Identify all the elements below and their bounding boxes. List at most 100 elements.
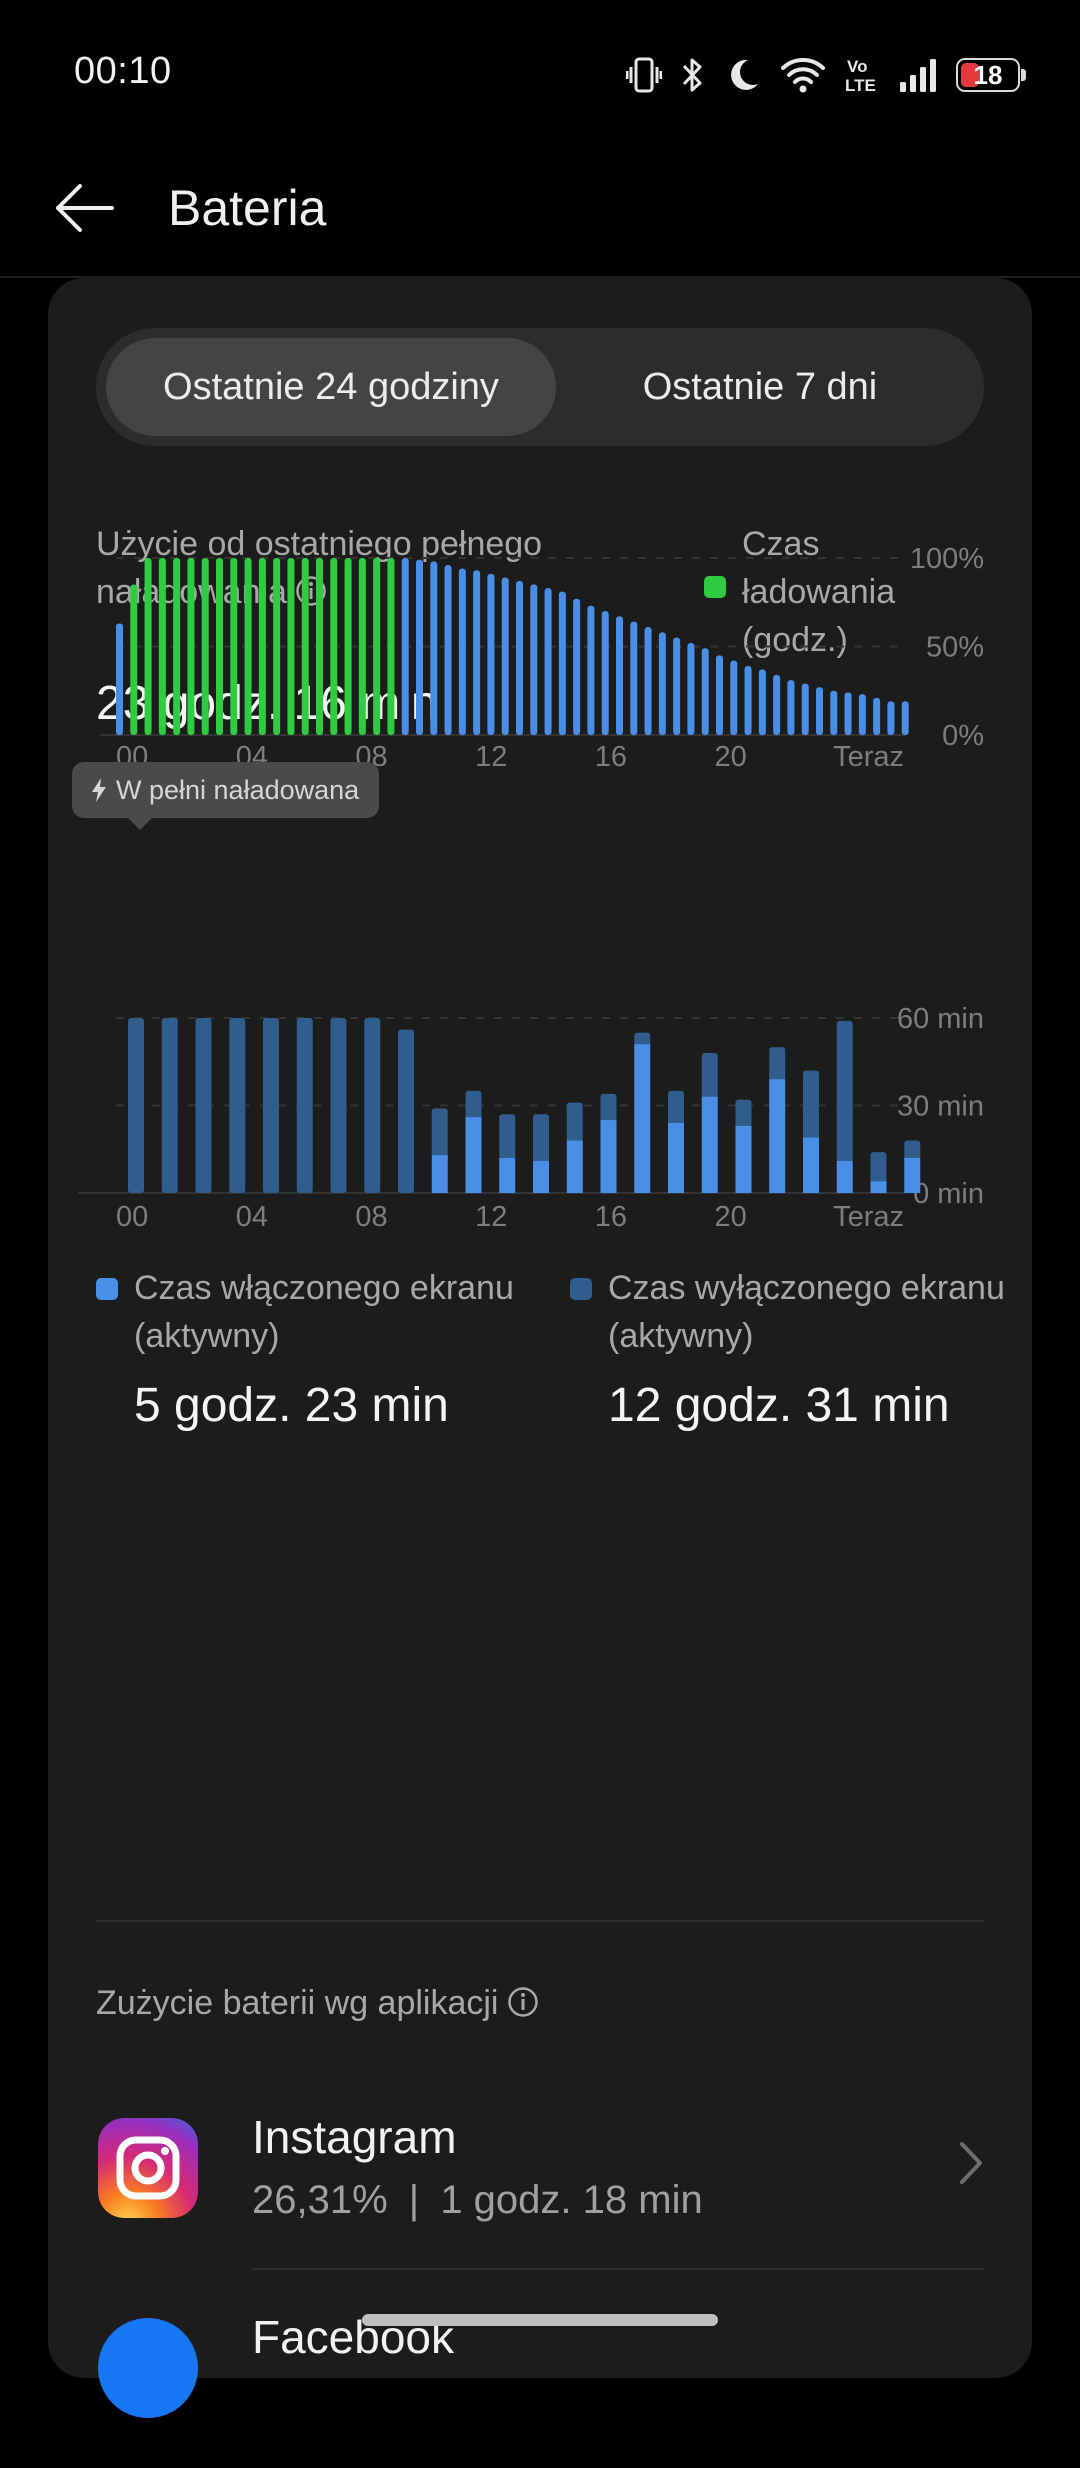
charging-legend-swatch (704, 576, 726, 598)
screen-off-bar (533, 1114, 549, 1163)
info-icon[interactable] (295, 575, 327, 607)
battery-level-bar (616, 616, 623, 735)
battery-icon: 18 (956, 58, 1026, 92)
bluetooth-icon (682, 58, 702, 92)
battery-level-bar (287, 558, 295, 735)
y-tick-label: 60 min (897, 1003, 984, 1035)
battery-level-bar (358, 558, 366, 735)
screen-off-bar (870, 1152, 887, 1184)
screen-on-bar (904, 1158, 921, 1193)
x-tick-label: 04 (236, 1201, 268, 1233)
y-tick-label: 30 min (897, 1091, 984, 1123)
tab-last-24-hours[interactable]: Ostatnie 24 godziny (106, 338, 556, 436)
x-tick-label: 12 (475, 741, 507, 773)
screen-off-bar (566, 1102, 583, 1143)
screen-on-label: Czas włączonego ekranu (aktywny) (134, 1269, 514, 1355)
battery-level-bar (901, 701, 909, 735)
screen-off-bar (195, 1018, 212, 1193)
x-tick-label: Teraz (833, 741, 904, 773)
battery-level-bar (416, 559, 423, 735)
battery-level-bar (701, 648, 709, 735)
screen-off-bar (330, 1018, 347, 1193)
wifi-icon (781, 58, 825, 93)
battery-level-bar (858, 694, 866, 735)
battery-level-bar (444, 565, 452, 735)
charging-legend: Czas ładowania (godz.) (704, 520, 942, 664)
screen-on-bar (431, 1155, 448, 1193)
battery-level-bar (773, 674, 781, 735)
screen-on-bar (499, 1158, 516, 1193)
tooltip-text: W pełni naładowana (116, 774, 360, 805)
period-segmented-control: Ostatnie 24 godziny Ostatnie 7 dni (96, 328, 984, 446)
battery-level-bar (816, 687, 823, 735)
bolt-icon (92, 778, 106, 802)
status-time: 00:10 (74, 50, 172, 92)
home-indicator[interactable] (362, 2314, 718, 2326)
x-tick-label: 00 (116, 1201, 148, 1233)
screen-on-value: 5 godz. 23 min (134, 1379, 449, 1432)
battery-level-bar (316, 558, 323, 735)
battery-level-bar (387, 558, 395, 735)
screen-on-bar (735, 1125, 752, 1193)
battery-level-bar (487, 573, 495, 735)
battery-level-bar (473, 570, 481, 735)
screen-time-chart: 60 min 30 min 0 min 00 04 08 12 16 20 Teraz (78, 1003, 984, 1233)
battery-level-bar (716, 655, 723, 735)
battery-level-bar (730, 660, 738, 735)
app-usage-label: Zużycie baterii wg aplikacji (96, 1984, 539, 2023)
app-name: Instagram (252, 2111, 457, 2163)
svg-text:LTE: LTE (845, 76, 876, 95)
screen-off-bar (668, 1090, 684, 1125)
screen-off-bar (465, 1090, 482, 1120)
x-tick-label: 20 (714, 741, 746, 773)
battery-level-bar (644, 627, 652, 735)
screen-off-bar (701, 1053, 718, 1099)
battery-level-bar (130, 584, 138, 735)
page-title: Bateria (168, 180, 327, 236)
screen-off-bar (263, 1018, 279, 1193)
battery-level-bar (673, 637, 681, 735)
battery-level-bar (601, 611, 609, 735)
battery-level-bar (630, 621, 638, 735)
volte-icon: Vo LTE (845, 57, 876, 95)
screen-on-bar (465, 1117, 482, 1193)
info-icon[interactable] (507, 1986, 539, 2018)
screen-off-bar (600, 1093, 617, 1123)
screen-off-value: 12 godz. 31 min (608, 1379, 950, 1432)
screen-off-bar (735, 1099, 752, 1128)
battery-level-bar (530, 584, 538, 735)
screen-off-bar (296, 1018, 313, 1193)
battery-level-bar (687, 642, 695, 735)
battery-level-bar (844, 692, 852, 735)
battery-level-bar (230, 558, 238, 735)
x-tick-label: 16 (595, 1201, 627, 1233)
section-divider (96, 1920, 984, 1922)
x-tick-label: 12 (475, 1201, 507, 1233)
battery-level-bar (216, 558, 223, 735)
screen-off-bar (398, 1029, 414, 1193)
screen-on-legend: Czas włączonego ekranu (aktywny) (96, 1264, 574, 1360)
row-divider (252, 2268, 984, 2270)
x-tick-label: 08 (355, 1201, 387, 1233)
screen-on-bar (769, 1079, 786, 1193)
battery-level-bar (744, 665, 752, 735)
battery-level-bar (516, 581, 523, 735)
meta-separator: | (408, 2178, 420, 2222)
back-button[interactable] (44, 168, 124, 248)
y-tick-label: 50% (926, 632, 984, 664)
screen-on-bar (803, 1137, 819, 1193)
battery-level-bar (173, 558, 181, 735)
x-tick-label: 16 (595, 741, 627, 773)
y-tick-label: 0% (942, 720, 984, 752)
vibrate-icon (626, 57, 662, 93)
screen-off-bar (229, 1018, 246, 1193)
battery-level-bar (144, 558, 152, 735)
fully-charged-tooltip: W pełni naładowana (72, 762, 380, 818)
screen-off-legend-swatch (570, 1278, 592, 1300)
tab-last-7-days[interactable]: Ostatnie 7 dni (642, 365, 878, 408)
app-usage-meta: 26,31% | 1 godz. 18 min (252, 2178, 703, 2223)
battery-level-bar (873, 697, 881, 735)
app-row-instagram[interactable]: Instagram 26,31% | 1 godz. 18 min (48, 2088, 1032, 2268)
screen-off-bar (364, 1018, 381, 1193)
moon-icon (731, 59, 758, 90)
